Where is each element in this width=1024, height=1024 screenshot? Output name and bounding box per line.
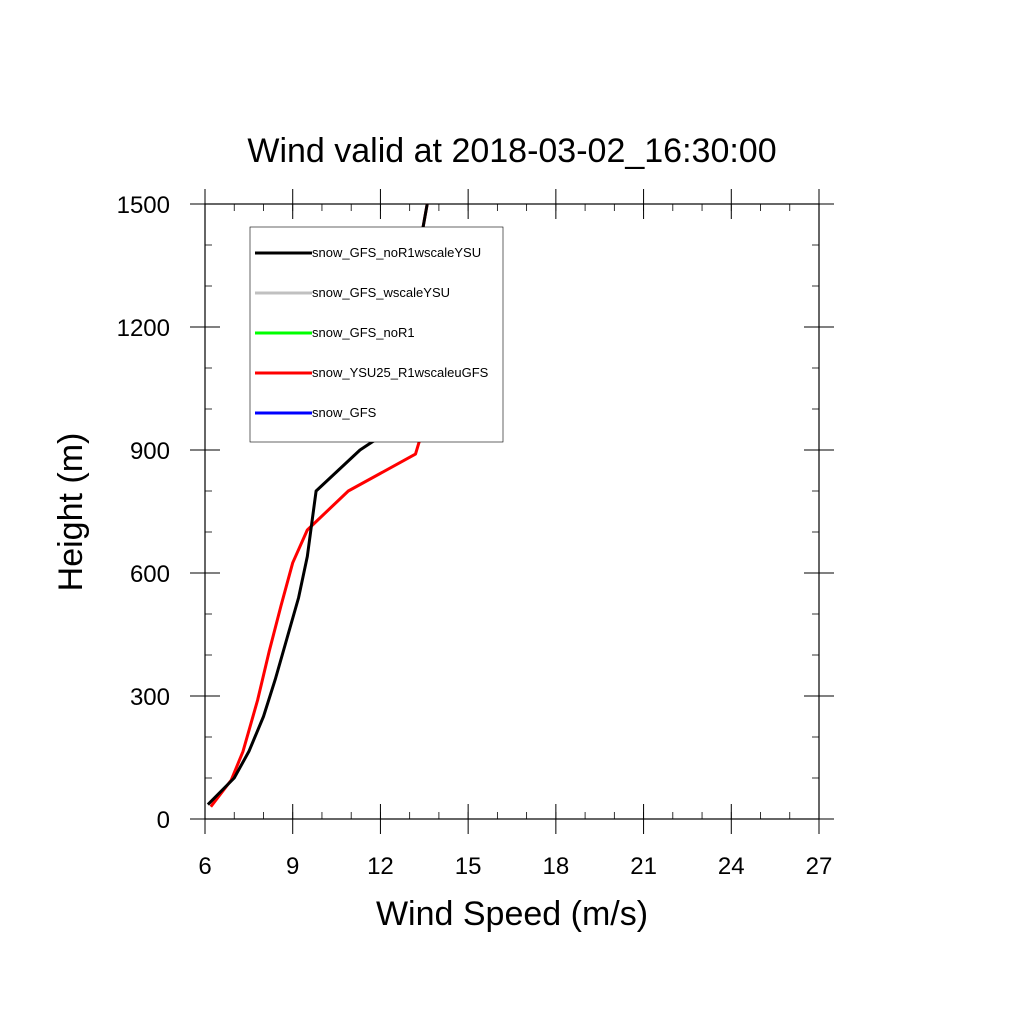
plot-frame xyxy=(204,203,820,820)
major-ticks xyxy=(190,189,834,834)
legend-label: snow_GFS_noR1wscaleYSU xyxy=(312,245,481,260)
x-tick-label: 24 xyxy=(718,853,745,880)
x-tick-label: 9 xyxy=(286,853,299,880)
plot-border xyxy=(204,203,820,820)
y-tick-label: 900 xyxy=(130,438,170,465)
x-tick-label: 12 xyxy=(367,853,394,880)
x-tick-label: 27 xyxy=(806,853,833,880)
legend-label: snow_GFS_wscaleYSU xyxy=(312,285,450,300)
y-tick-labels: 0 300 600 900 1200 1500 xyxy=(117,192,170,834)
x-tick-label: 6 xyxy=(198,853,211,880)
x-tick-label: 15 xyxy=(455,853,482,880)
chart-title: Wind valid at 2018-03-02_16:30:00 xyxy=(247,132,776,170)
legend-items: snow_GFS_noR1wscaleYSU snow_GFS_wscaleYSU… xyxy=(255,245,489,420)
legend-label: snow_GFS xyxy=(312,405,377,420)
y-axis-label: Height (m) xyxy=(52,433,90,592)
legend-label: snow_YSU25_R1wscaleuGFS xyxy=(312,365,489,380)
y-tick-label: 300 xyxy=(130,684,170,711)
x-axis-label: Wind Speed (m/s) xyxy=(376,895,648,933)
y-tick-label: 0 xyxy=(157,807,170,834)
x-tick-label: 18 xyxy=(543,853,570,880)
legend: snow_GFS_noR1wscaleYSU snow_GFS_wscaleYSU… xyxy=(249,226,504,443)
x-tick-label: 21 xyxy=(630,853,657,880)
y-tick-label: 1200 xyxy=(117,315,170,342)
y-tick-label: 600 xyxy=(130,561,170,588)
y-tick-label: 1500 xyxy=(117,192,170,219)
legend-label: snow_GFS_noR1 xyxy=(312,325,415,340)
x-tick-labels: 6 9 12 15 18 21 24 27 xyxy=(198,853,832,880)
